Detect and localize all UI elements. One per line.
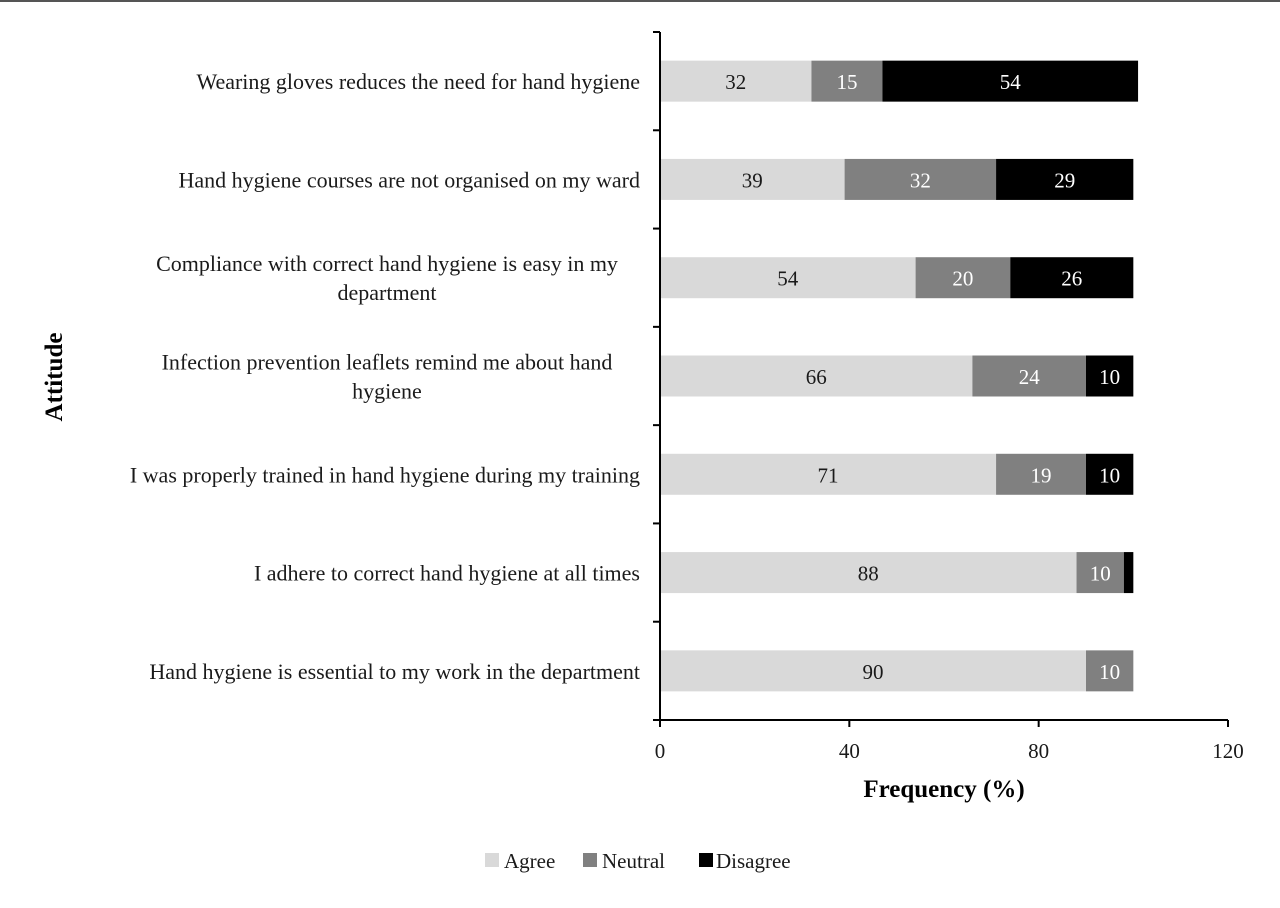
data-label-agree-3: 66 <box>806 365 827 389</box>
category-label-line: Wearing gloves reduces the need for hand… <box>196 69 640 94</box>
bar-agree-0 <box>660 60 812 102</box>
legend-item-disagree: Disagree <box>699 849 791 873</box>
bar-neutral-4 <box>996 453 1086 495</box>
bar-agree-2 <box>660 257 916 299</box>
data-label-neutral-4: 19 <box>1031 463 1052 487</box>
bar-neutral-1 <box>844 158 997 200</box>
bar-agree-1 <box>660 158 845 200</box>
y-axis-title: Attitude <box>41 333 68 422</box>
category-label-line: Hand hygiene is essential to my work in … <box>149 659 640 684</box>
top-rule <box>0 0 1280 2</box>
data-label-disagree-3: 10 <box>1099 365 1120 389</box>
bar-disagree-5 <box>1123 552 1134 594</box>
data-label-neutral-6: 10 <box>1099 660 1120 684</box>
bar-agree-5 <box>660 552 1077 594</box>
category-label-5: I adhere to correct hand hygiene at all … <box>254 561 640 586</box>
bars: 32 15 54 39 32 29 54 20 26 66 24 10 71 19 10 88 10 90 10 <box>660 60 1139 692</box>
data-label-agree-5: 88 <box>858 562 879 586</box>
x-tick-label-2: 80 <box>1028 739 1049 763</box>
data-label-agree-0: 32 <box>725 70 746 94</box>
bar-neutral-6 <box>1086 650 1134 692</box>
category-label-line: Compliance with correct hand hygiene is … <box>156 251 618 276</box>
data-label-neutral-2: 20 <box>952 267 973 291</box>
legend-item-neutral: Neutral <box>583 849 665 873</box>
category-label-line: I adhere to correct hand hygiene at all … <box>254 561 640 586</box>
legend-swatch-disagree <box>699 853 713 867</box>
data-label-agree-4: 71 <box>818 463 839 487</box>
category-label-6: Hand hygiene is essential to my work in … <box>149 659 640 684</box>
category-label-line: department <box>338 280 437 305</box>
data-label-neutral-1: 32 <box>910 168 931 192</box>
data-label-disagree-2: 26 <box>1061 267 1082 291</box>
legend-label-disagree: Disagree <box>716 849 791 873</box>
data-label-neutral-5: 10 <box>1090 562 1111 586</box>
bar-disagree-1 <box>996 158 1134 200</box>
category-label-line: Hand hygiene courses are not organised o… <box>179 167 640 192</box>
x-tick-label-3: 120 <box>1212 739 1244 763</box>
data-label-neutral-0: 15 <box>836 70 857 94</box>
category-label-2: Compliance with correct hand hygiene is … <box>156 251 618 305</box>
bar-neutral-5 <box>1076 552 1124 594</box>
category-label-4: I was properly trained in hand hygiene d… <box>130 462 640 487</box>
bar-disagree-4 <box>1086 453 1134 495</box>
bar-agree-4 <box>660 453 997 495</box>
bar-disagree-3 <box>1086 355 1134 397</box>
bar-neutral-2 <box>915 257 1011 299</box>
bar-agree-3 <box>660 355 973 397</box>
data-label-disagree-1: 29 <box>1054 168 1075 192</box>
legend: Agree Neutral Disagree <box>485 849 791 873</box>
legend-swatch-neutral <box>583 853 597 867</box>
x-axis-title: Frequency (%) <box>863 776 1024 803</box>
legend-label-agree: Agree <box>504 849 555 873</box>
bar-agree-6 <box>660 650 1086 692</box>
category-label-0: Wearing gloves reduces the need for hand… <box>196 69 640 94</box>
data-label-neutral-3: 24 <box>1019 365 1041 389</box>
legend-item-agree: Agree <box>485 849 555 873</box>
bar-neutral-0 <box>811 60 883 102</box>
category-label-3: Infection prevention leaflets remind me … <box>162 350 613 404</box>
category-label-line: hygiene <box>352 379 422 404</box>
data-label-disagree-4: 10 <box>1099 463 1120 487</box>
legend-swatch-agree <box>485 853 499 867</box>
x-tick-label-1: 40 <box>839 739 860 763</box>
x-tick-label-0: 0 <box>655 739 666 763</box>
bar-neutral-3 <box>972 355 1086 397</box>
category-label-1: Hand hygiene courses are not organised o… <box>179 167 640 192</box>
data-label-disagree-0: 54 <box>1000 70 1022 94</box>
legend-label-neutral: Neutral <box>602 849 665 873</box>
bar-disagree-0 <box>882 60 1139 102</box>
data-label-agree-6: 90 <box>863 660 884 684</box>
data-label-agree-2: 54 <box>777 267 799 291</box>
bar-disagree-2 <box>1010 257 1134 299</box>
data-label-agree-1: 39 <box>742 168 763 192</box>
category-label-line: Infection prevention leaflets remind me … <box>162 350 613 375</box>
category-label-line: I was properly trained in hand hygiene d… <box>130 462 640 487</box>
